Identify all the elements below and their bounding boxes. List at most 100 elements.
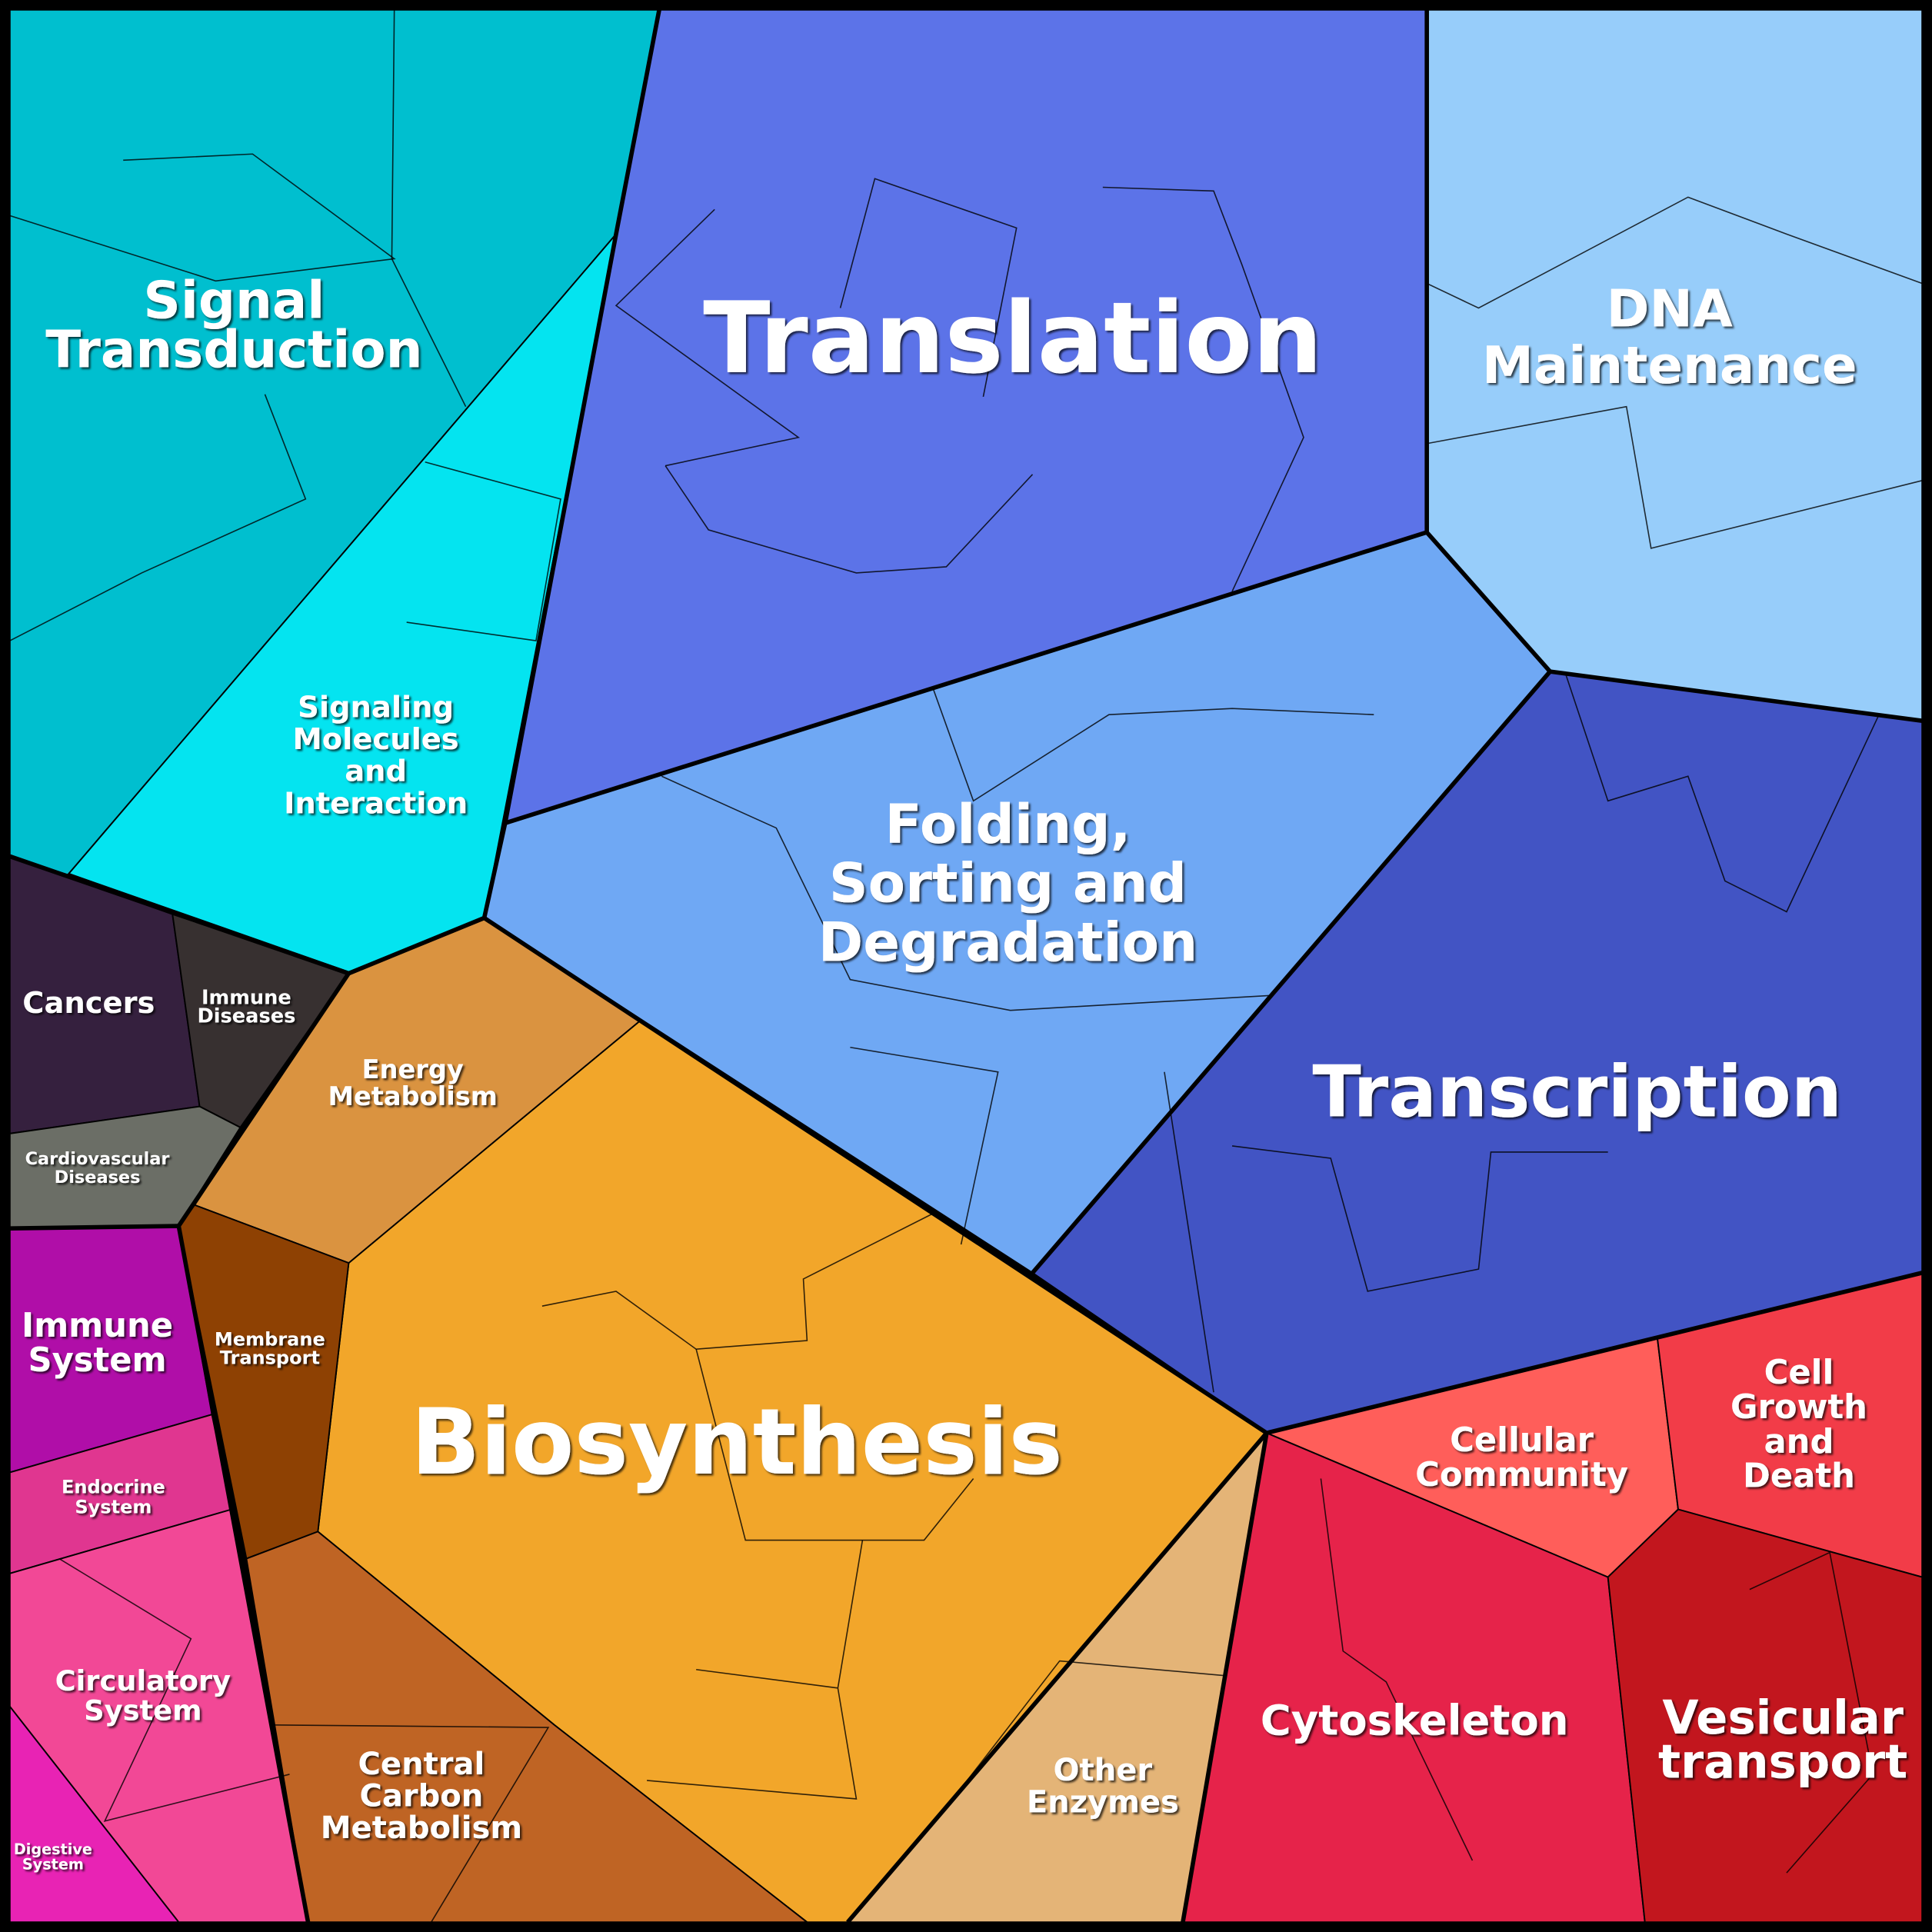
label-line: System: [75, 1496, 152, 1517]
label-line: Maintenance: [1482, 335, 1857, 395]
region-label: Circulatory System: [55, 1664, 231, 1727]
region-label: Cancers: [22, 986, 155, 1021]
label-line: Cellular: [1450, 1421, 1594, 1460]
label-line: Enzymes: [1027, 1785, 1179, 1820]
label-line: Carbon: [359, 1779, 483, 1814]
cell-line: [615, 208, 801, 467]
label-line: Diseases: [197, 1005, 295, 1028]
border: [504, 530, 1553, 1274]
label-line: Other: [1054, 1753, 1153, 1788]
cell-line: [1231, 1145, 1608, 1292]
label-line: Transport: [220, 1347, 320, 1368]
label-line: Translation: [703, 281, 1322, 396]
cell-line: [406, 461, 561, 641]
label-line: DNA: [1607, 279, 1733, 339]
label-line: Immune: [22, 1307, 173, 1345]
region-borders: [8, 9, 1923, 1924]
cell-line: [1102, 186, 1304, 592]
region-label: Cardiovascular Diseases: [25, 1149, 170, 1188]
cell-line: [647, 1540, 864, 1800]
region-label: Other Enzymes: [1027, 1753, 1179, 1820]
region-label: Transcription: [1312, 1050, 1842, 1133]
region-label: Energy Metabolism: [328, 1054, 498, 1111]
cell-line: [839, 178, 1018, 398]
label-line: System: [22, 1855, 84, 1873]
label-line: Degradation: [818, 911, 1198, 974]
label-line: Cardiovascular: [25, 1149, 170, 1169]
label-line: Molecules: [293, 722, 459, 757]
label-line: Transduction: [45, 319, 422, 379]
cell-line: [966, 1660, 1227, 1781]
region-label: Membrane Transport: [215, 1328, 325, 1368]
regions: [8, 8, 1924, 1924]
label-line: Growth: [1730, 1388, 1867, 1427]
cell-line: [9, 153, 396, 282]
region-label: Central Carbon Metabolism: [321, 1747, 522, 1846]
cell-line: [9, 394, 307, 641]
cell-line: [850, 1046, 999, 1245]
label-line: Signal: [143, 270, 325, 330]
label-line: Sorting and: [829, 852, 1187, 915]
region-label: Cell Growth and Death: [1730, 1354, 1867, 1496]
label-line: Metabolism: [328, 1081, 498, 1111]
region-label: Cellular Community: [1415, 1421, 1628, 1494]
region-label: Digestive System: [14, 1840, 92, 1873]
label-line: Digestive: [14, 1840, 92, 1858]
cell-line: [1427, 405, 1923, 549]
cell-line: [58, 1557, 290, 1823]
label-line: Folding,: [885, 793, 1131, 856]
border: [9, 1224, 179, 1231]
label-line: Membrane: [215, 1328, 325, 1350]
region-label: Signal Transduction: [45, 270, 422, 379]
region-label: Signaling Molecules and Interaction: [284, 690, 468, 821]
label-line: Immune: [202, 987, 291, 1010]
label-line: Cancers: [22, 986, 155, 1021]
label-line: Cytoskeleton: [1261, 1696, 1569, 1745]
cell-line: [541, 1213, 934, 1351]
region-label: Vesicular transport: [1658, 1690, 1907, 1790]
label-line: transport: [1658, 1735, 1907, 1790]
label-line: Death: [1743, 1457, 1855, 1496]
cell-line: [661, 775, 1270, 1011]
border: [8, 854, 351, 1923]
region-label: Biosynthesis: [411, 1389, 1063, 1495]
label-line: Energy: [362, 1054, 464, 1084]
region-label: DNA Maintenance: [1482, 279, 1857, 396]
label-line: Community: [1415, 1456, 1628, 1494]
border: [1549, 669, 1923, 723]
cell-line: [665, 465, 1034, 574]
region-label: Cytoskeleton: [1261, 1696, 1569, 1745]
label-line: System: [28, 1341, 166, 1380]
region-label: Endocrine System: [62, 1477, 165, 1518]
cell-line: [391, 9, 467, 408]
border: [1181, 1432, 1269, 1923]
cell-line: [1164, 1071, 1214, 1393]
label-line: Metabolism: [321, 1810, 522, 1846]
cell-line: [695, 1349, 974, 1541]
label-line: Transcription: [1312, 1050, 1842, 1133]
label-line: and: [345, 754, 407, 789]
cell-line: [273, 1724, 550, 1923]
label-line: and: [1764, 1423, 1834, 1461]
cell-line: [1564, 671, 1880, 913]
label-line: Diseases: [55, 1168, 141, 1188]
region-label: Immune Diseases: [197, 987, 295, 1028]
cell-lines: [9, 9, 1923, 1923]
border: [846, 1431, 1269, 1924]
label-line: Circulatory: [55, 1664, 231, 1697]
region-label: Folding, Sorting and Degradation: [818, 793, 1198, 974]
label-line: Interaction: [284, 786, 468, 821]
label-line: Biosynthesis: [411, 1389, 1063, 1495]
label-line: Central: [358, 1747, 485, 1782]
cell-line: [931, 687, 1374, 802]
label-line: Signaling: [298, 690, 454, 724]
region-label: Immune System: [22, 1307, 173, 1380]
label-line: System: [84, 1694, 202, 1727]
cell-line: [1749, 1551, 1874, 1874]
label-line: Cell: [1764, 1354, 1834, 1392]
cell-line: [1426, 196, 1923, 309]
